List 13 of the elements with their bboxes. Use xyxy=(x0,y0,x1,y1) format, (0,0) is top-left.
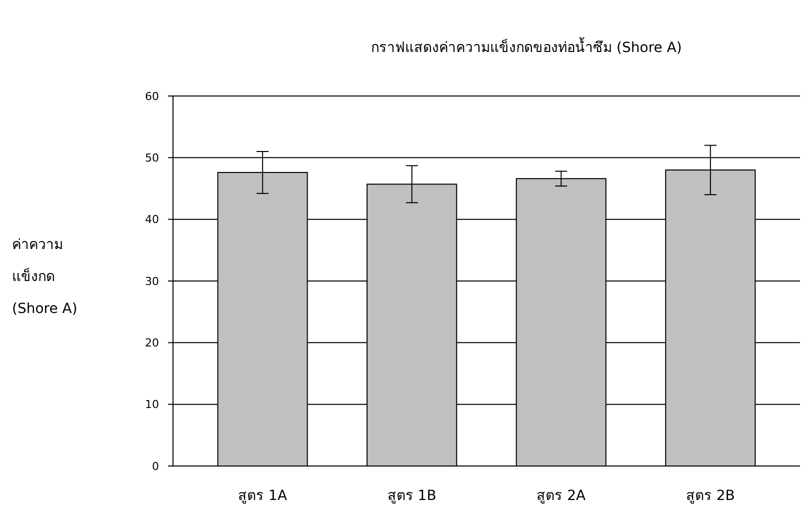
x-tick-label: สูตร 1B xyxy=(387,488,436,504)
chart-title: กราฟแสดงค่าความแข็งกดของท่อน้ำซึม (Shore A) xyxy=(371,37,682,56)
x-tick-label: สูตร 1A xyxy=(238,488,288,504)
y-axis-title: ค่าความ แข็งกด (Shore A) xyxy=(12,237,78,317)
y-tick-label: 10 xyxy=(145,398,159,412)
y-tick-label: 60 xyxy=(145,90,159,103)
y-tick-label: 50 xyxy=(145,152,159,165)
x-tick-label: สูตร 2B xyxy=(686,488,735,504)
y-tick-label: 0 xyxy=(152,460,159,473)
x-tick-label: สูตร 2A xyxy=(536,488,586,504)
y-tick-label: 30 xyxy=(145,274,159,288)
y-tick-label: 20 xyxy=(145,336,159,350)
y-tick-label: 40 xyxy=(145,213,159,226)
